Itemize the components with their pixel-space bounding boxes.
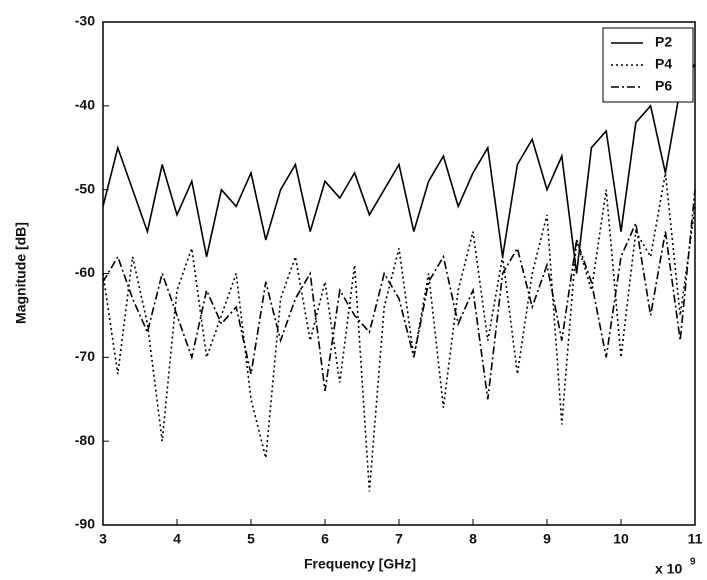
legend-label: P2 — [655, 34, 672, 50]
y-tick-label: -50 — [75, 180, 95, 196]
series-line — [102, 63, 696, 274]
series-line — [102, 189, 696, 400]
y-tick-label: -90 — [75, 516, 95, 532]
x-tick-label: 6 — [321, 531, 329, 547]
legend-label: P4 — [655, 56, 672, 72]
series-line — [102, 172, 696, 492]
x-tick-label: 11 — [688, 531, 703, 547]
y-tick-label: -60 — [75, 264, 95, 280]
x-tick-label: 7 — [395, 531, 403, 547]
x-tick-label: 4 — [173, 531, 181, 547]
x-axis-label: Frequency [GHz] — [304, 556, 416, 572]
y-tick-label: -80 — [75, 432, 95, 448]
x-exponent: 9 — [690, 557, 696, 568]
y-axis-label: Magnitude [dB] — [13, 222, 29, 324]
y-tick-label: -30 — [75, 13, 95, 29]
y-tick-label: -40 — [75, 97, 95, 113]
x-tick-label: 10 — [613, 531, 629, 547]
x-tick-label: 3 — [99, 531, 107, 547]
legend-label: P6 — [655, 78, 672, 94]
x-tick-label: 5 — [247, 531, 255, 547]
x-tick-label: 9 — [543, 531, 551, 547]
y-tick-label: -70 — [75, 348, 95, 364]
x-tick-label: 8 — [469, 531, 477, 547]
x-multiplier: x 10 — [655, 561, 682, 577]
